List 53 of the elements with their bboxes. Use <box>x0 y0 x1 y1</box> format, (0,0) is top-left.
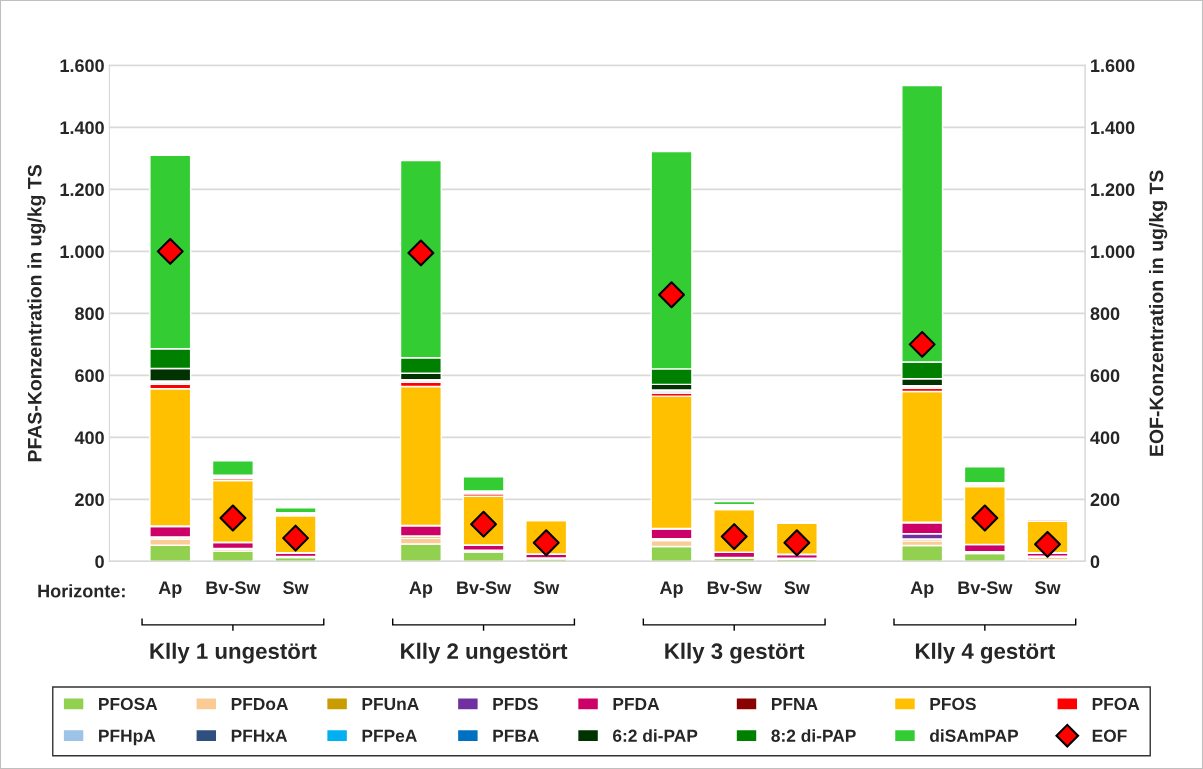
y2-tick-label: 1.400 <box>1091 121 1135 135</box>
y-tick-label: 1.400 <box>60 121 104 135</box>
y-tick-label: 0 <box>95 555 104 569</box>
legend-label: PFHxA <box>231 729 288 742</box>
legend-label: 6:2 di-PAP <box>613 729 698 742</box>
y2-tick-label: 800 <box>1090 307 1120 321</box>
y-tick-label: 800 <box>75 307 104 321</box>
legend-label: PFOS <box>930 697 976 711</box>
y2-tick-label: 600 <box>1090 369 1120 383</box>
y2-tick-label: 400 <box>1090 431 1120 445</box>
legend-label: PFDS <box>493 697 538 711</box>
y2-tick-label: 1.200 <box>1091 183 1135 197</box>
x-tick-label: Bv-Sw <box>958 581 1013 595</box>
legend-label: PFOSA <box>99 697 158 711</box>
legend-label: PFNA <box>771 697 818 710</box>
y-tick-label: 400 <box>74 431 104 445</box>
legend-label: diSAmPAP <box>929 729 1019 742</box>
y-tick-label: 200 <box>75 493 104 507</box>
x-tick-label: Sw <box>1034 581 1061 595</box>
legend-label: PFDA <box>613 697 660 710</box>
text: Klly 1 ungestört <box>150 642 317 664</box>
y-tick-label: 600 <box>75 369 104 383</box>
legend-label: PFHpA <box>99 729 156 746</box>
x-tick-label: Ap <box>158 581 182 598</box>
legend-label: PFBA <box>493 729 539 742</box>
y2-tick-label: 1.600 <box>1091 59 1135 73</box>
y-tick-label: 1.600 <box>60 59 104 73</box>
legend-label: PFOA <box>1092 697 1140 711</box>
legend-label: PFUnA <box>362 697 419 711</box>
y-tick-label: 1.200 <box>60 183 104 197</box>
x-tick-label: Sw <box>784 581 810 595</box>
x-tick-label: Ap <box>659 581 683 598</box>
y2-tick-label: 1.000 <box>1091 245 1135 259</box>
text: Horizonte: <box>38 584 125 598</box>
x-tick-label: Ap <box>409 581 433 598</box>
y2-axis-title: EOF-Konzentration in ug/kg TS <box>1149 170 1168 456</box>
x-tick-label: Sw <box>533 581 560 595</box>
y2-tick-label: 200 <box>1090 493 1120 507</box>
legend-label: EOF <box>1092 729 1127 742</box>
x-tick-label: Bv-Sw <box>206 581 261 595</box>
y-axis-title: PFAS-Konzentration in ug/kg TS <box>27 165 46 462</box>
y2-tick-label: 0 <box>1090 555 1100 569</box>
text: Klly 2 ungestört <box>401 642 568 664</box>
legend-label: PFPeA <box>362 729 417 742</box>
x-tick-label: Bv-Sw <box>707 581 762 595</box>
x-tick-label: Ap <box>910 581 934 598</box>
y-tick-label: 1.000 <box>60 245 104 259</box>
x-tick-label: Bv-Sw <box>457 581 512 595</box>
legend-label: 8:2 di-PAP <box>771 729 856 742</box>
legend-label: PFDoA <box>231 697 289 711</box>
x-tick-label: Sw <box>283 581 309 595</box>
text: Klly 4 gestört <box>915 642 1055 664</box>
text: Klly 3 gestört <box>665 642 805 664</box>
